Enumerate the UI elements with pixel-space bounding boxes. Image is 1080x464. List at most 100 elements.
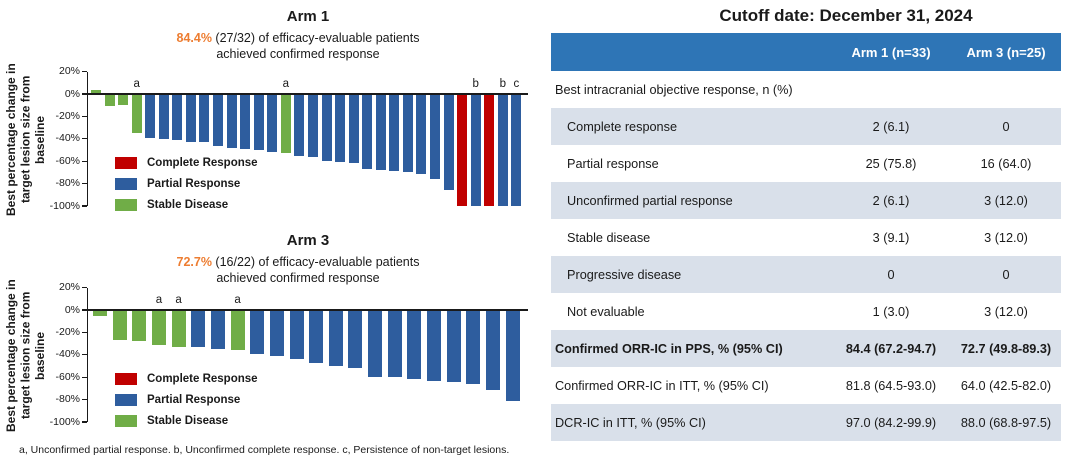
bar-partial-response (289, 310, 304, 360)
table-row: Unconfirmed partial response 2 (6.1) 3 (12… (551, 182, 1061, 219)
bar-partial-response (226, 94, 237, 148)
legend-item: Partial Response (115, 389, 258, 410)
y-tick-label: -40% (55, 348, 80, 361)
bar-partial-response (466, 310, 481, 384)
y-axis (86, 287, 88, 422)
y-tick-label: -100% (49, 415, 80, 428)
y-tick-mark (82, 138, 87, 140)
bar-partial-response (307, 94, 318, 157)
y-tick-mark (82, 331, 87, 333)
bar-stable-disease (93, 310, 107, 316)
bar-stable-disease (104, 94, 115, 107)
y-tick-label: -60% (55, 370, 80, 383)
bar-partial-response (250, 310, 265, 354)
legend: Complete Response Partial Response Stable … (115, 152, 258, 215)
legend-swatch-partial-response (115, 177, 137, 190)
legend-label: Partial Response (147, 177, 241, 190)
bar-partial-response (430, 94, 440, 180)
bar-partial-response (145, 94, 156, 138)
bar-partial-response (407, 310, 422, 380)
results-table-panel: Cutoff date: December 31, 2024 Arm 1 (n=… (545, 0, 1080, 464)
bar-partial-response (348, 94, 359, 164)
table-row: Not evaluable 1 (3.0) 3 (12.0) (551, 293, 1061, 330)
row-label-cell: Partial response (567, 156, 659, 171)
arm3-value-cell: 64.0 (42.5-82.0) (960, 378, 1052, 393)
legend-item: Stable Disease (115, 194, 258, 215)
table-row: Complete response 2 (6.1) 0 (551, 108, 1061, 145)
legend-item: Complete Response (115, 368, 258, 389)
y-tick-label: 20% (58, 281, 80, 294)
bar-partial-response (199, 94, 210, 143)
table-row: Confirmed ORR-IC in ITT, % (95% CI) 81.8 … (551, 367, 1061, 404)
bar-partial-response (253, 94, 264, 150)
bar-partial-response (294, 94, 305, 156)
bar-partial-response (486, 310, 500, 390)
bar-partial-response (362, 94, 373, 170)
y-tick-label: 20% (58, 65, 80, 78)
legend-label: Stable Disease (147, 414, 229, 427)
table-header-cell: Arm 1 (n=33) (851, 44, 931, 60)
bar-partial-response (402, 94, 413, 173)
bar-annotation: a (234, 294, 241, 306)
y-tick-label: -80% (55, 393, 80, 406)
bar-annotation: a (282, 78, 290, 90)
bar-partial-response (328, 310, 343, 366)
legend-swatch-complete-response (115, 156, 137, 169)
legend-label: Stable Disease (147, 198, 229, 211)
table-row: Best intracranial objective response, n … (551, 71, 1061, 108)
bar-partial-response (446, 310, 461, 382)
bar-partial-response (240, 94, 251, 149)
legend-swatch-stable-disease (115, 414, 137, 427)
bar-partial-response (185, 94, 196, 143)
y-tick-label: -20% (55, 325, 80, 338)
row-label-cell: Confirmed ORR-IC in ITT, % (95% CI) (555, 378, 769, 393)
y-tick-mark (82, 309, 87, 311)
arm1-value-cell: 0 (887, 267, 895, 282)
bar-stable-disease (280, 94, 291, 154)
y-tick-mark (82, 115, 87, 117)
bar-partial-response (309, 310, 324, 363)
results-table: Arm 1 (n=33) Arm 3 (n=25) Best intracrani… (551, 33, 1061, 441)
bar-annotation: a (155, 294, 163, 306)
row-label-cell: Complete response (567, 119, 678, 134)
arm3-value-cell: 16 (64.0) (980, 156, 1032, 171)
bar-annotation: a (175, 294, 182, 306)
legend-label: Complete Response (147, 156, 258, 169)
arm3-value-cell: 88.0 (68.8-97.5) (960, 415, 1052, 430)
y-tick-mark (82, 354, 87, 356)
arm3-value-cell: 72.7 (49.8-89.3) (960, 341, 1052, 356)
bar-stable-disease (91, 89, 101, 94)
y-tick-mark (82, 205, 87, 207)
table-title: Cutoff date: December 31, 2024 (719, 6, 973, 25)
arm1-value-cell: 2 (6.1) (872, 119, 910, 134)
row-label-cell: Stable disease (567, 230, 651, 245)
arm3-value-cell: 3 (12.0) (984, 193, 1028, 208)
y-tick-mark (82, 376, 87, 378)
legend-label: Complete Response (147, 372, 258, 385)
legend-item: Partial Response (115, 173, 258, 194)
row-label-cell: Confirmed ORR-IC in PPS, % (95% CI) (555, 341, 783, 356)
bar-partial-response (389, 94, 400, 172)
response-rate-highlight: 72.7% (176, 255, 212, 269)
x-axis-zero-line (86, 93, 528, 95)
chart-subtitle-line2: achieved confirmed response (216, 271, 380, 285)
bar-complete-response (484, 94, 495, 206)
row-label-cell: Unconfirmed partial response (567, 193, 733, 208)
legend-item: Complete Response (115, 152, 258, 173)
y-tick-label: 0% (64, 303, 80, 316)
table-body: Best intracranial objective response, n … (551, 71, 1061, 441)
bar-partial-response (191, 310, 206, 347)
bar-stable-disease (118, 94, 129, 106)
bar-partial-response (210, 310, 225, 350)
chart-subtitle-line2: achieved confirmed response (216, 47, 380, 61)
bar-annotation: a (133, 78, 140, 90)
y-tick-mark (82, 183, 87, 185)
table-row: Stable disease 3 (9.1) 3 (12.0) (551, 219, 1061, 256)
arm1-value-cell: 84.4 (67.2-94.7) (845, 341, 937, 356)
y-tick-label: -100% (49, 199, 80, 212)
arm1-value-cell: 97.0 (84.2-99.9) (845, 415, 937, 430)
chart-subtitle-line1: 72.7% (16/22) of efficacy-evaluable pati… (68, 254, 528, 270)
y-tick-label: -20% (55, 109, 80, 122)
bar-partial-response (416, 94, 427, 174)
bar-partial-response (375, 94, 386, 171)
